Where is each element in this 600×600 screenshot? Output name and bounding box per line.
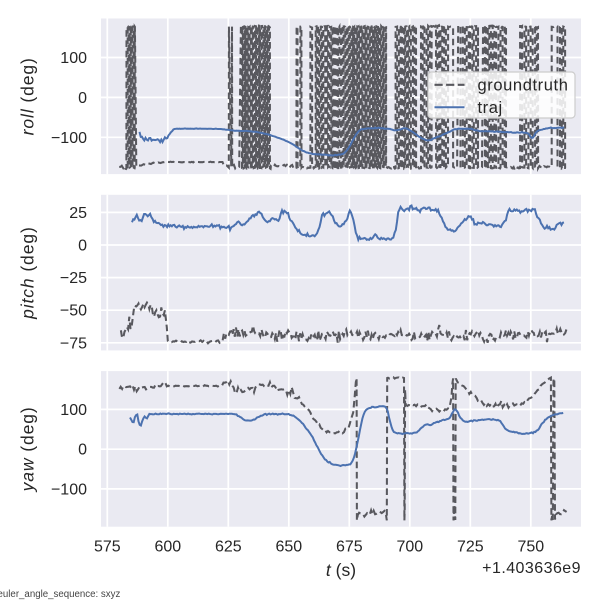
svg-text:roll (deg): roll (deg)	[18, 57, 38, 135]
svg-text:700: 700	[396, 539, 423, 556]
svg-text:25: 25	[69, 205, 87, 222]
svg-text:−75: −75	[60, 335, 87, 352]
svg-text:yaw (deg): yaw (deg)	[18, 406, 38, 492]
svg-text:750: 750	[517, 539, 544, 556]
svg-text:groundtruth: groundtruth	[478, 77, 569, 95]
svg-text:−25: −25	[60, 270, 87, 287]
svg-text:625: 625	[215, 539, 242, 556]
svg-text:0: 0	[78, 90, 87, 107]
svg-text:+1.403636e9: +1.403636e9	[482, 560, 581, 577]
svg-text:−100: −100	[51, 130, 87, 147]
svg-text:100: 100	[60, 50, 87, 67]
svg-text:t (s): t (s)	[326, 560, 356, 580]
svg-text:575: 575	[94, 539, 121, 556]
svg-text:675: 675	[336, 539, 363, 556]
svg-text:traj: traj	[478, 99, 503, 117]
svg-text:100: 100	[60, 402, 87, 419]
svg-text:725: 725	[457, 539, 484, 556]
svg-text:650: 650	[275, 539, 302, 556]
svg-text:euler_angle_sequence: sxyz: euler_angle_sequence: sxyz	[0, 589, 120, 600]
svg-text:−50: −50	[60, 303, 87, 320]
svg-text:pitch (deg): pitch (deg)	[18, 226, 38, 320]
svg-text:−100: −100	[51, 481, 87, 498]
svg-text:0: 0	[78, 442, 87, 459]
svg-text:600: 600	[154, 539, 181, 556]
svg-text:0: 0	[78, 238, 87, 255]
